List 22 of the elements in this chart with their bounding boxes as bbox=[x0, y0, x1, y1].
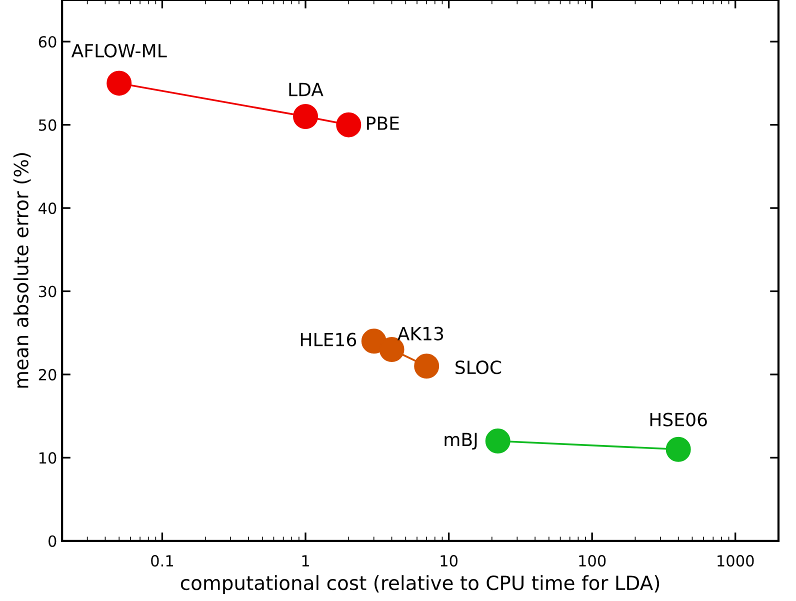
x-tick-label: 1000 bbox=[718, 555, 754, 567]
y-tick-label: 10 bbox=[39, 452, 56, 464]
x-tick-label: 0.1 bbox=[151, 555, 173, 567]
annotation: PBE bbox=[367, 116, 399, 130]
y-tick-label: 60 bbox=[38, 36, 56, 48]
x-tick-label: 1 bbox=[302, 555, 309, 566]
annotation: mBJ bbox=[444, 432, 477, 450]
y-tick-label: 0 bbox=[48, 535, 56, 547]
annotation: SLOC bbox=[456, 360, 502, 374]
annotation: HSE06 bbox=[650, 412, 707, 426]
y-tick-label: 20 bbox=[38, 368, 56, 380]
x-tick-label: 10 bbox=[440, 555, 458, 567]
y-axis-title: mean absolute error (%) bbox=[13, 153, 31, 388]
annotation: AFLOW-ML bbox=[71, 44, 167, 58]
x-axis-title: computational cost (relative to CPU time for LDA) bbox=[180, 575, 660, 594]
annotation: HLE16 bbox=[300, 332, 356, 346]
x-tick-label: 100 bbox=[579, 555, 606, 567]
y-tick-label: 50 bbox=[38, 119, 56, 131]
y-tick-label: 30 bbox=[38, 286, 56, 298]
annotation: AK13 bbox=[397, 326, 444, 340]
y-tick-label: 40 bbox=[38, 202, 56, 214]
annotation: LDA bbox=[289, 82, 324, 96]
